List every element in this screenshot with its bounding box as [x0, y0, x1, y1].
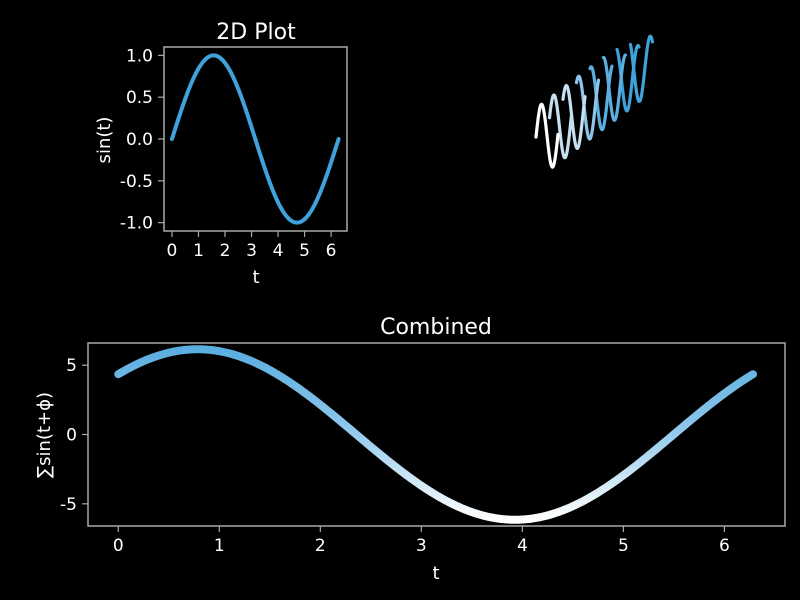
plot-3d-series-line [574, 74, 601, 141]
plot-3d-panel [534, 34, 655, 169]
combined-ylabel: ∑sin(t+ϕ) [34, 392, 55, 478]
plot-2d-series-line [169, 53, 341, 225]
plot-2d-frame [163, 46, 348, 232]
plot-3d-series-line [561, 83, 587, 151]
combined-xtick-label: 0 [113, 536, 124, 556]
plot-2d-xtick-label: 4 [273, 241, 284, 261]
plot-2d-ytick-label: 0.5 [126, 88, 153, 108]
combined-xtick-label: 2 [315, 536, 326, 556]
plot-3d-series-line [588, 64, 614, 132]
combined-xtick-label: 4 [517, 536, 528, 556]
plot-2d-xtick-label: 6 [326, 241, 337, 261]
plot-2d-panel: 2D Plot t sin(t) 0 1 2 3 4 5 6 1.0 0.5 0.0 -0.5 -1.… [94, 20, 348, 288]
plot-3d-series-line [534, 102, 560, 169]
plot-2d-ytick-label: -1.0 [120, 214, 153, 234]
combined-ytick-label: 5 [66, 356, 77, 376]
plot-2d-xtick-label: 1 [193, 241, 204, 261]
combined-ytick-label: 0 [66, 426, 77, 446]
plot-2d-ylabel: sin(t) [94, 117, 115, 164]
plot-2d-ytick-label: 1.0 [126, 46, 153, 66]
plot-3d-series-line [547, 93, 574, 160]
combined-xlabel: t [432, 563, 439, 584]
combined-series-line [114, 345, 757, 524]
plot-2d-title: 2D Plot [216, 20, 296, 45]
plot-2d-xtick-label: 0 [167, 241, 178, 261]
combined-xtick-label: 6 [719, 536, 730, 556]
plot-2d-xlabel: t [252, 267, 259, 288]
plot-2d-xtick-label: 5 [299, 241, 310, 261]
combined-xtick-label: 3 [416, 536, 427, 556]
combined-frame [87, 342, 786, 527]
plot-2d-xtick-label: 2 [220, 241, 231, 261]
plot-2d-ytick-label: 0.0 [126, 130, 153, 150]
combined-title: Combined [380, 315, 492, 340]
plot-3d-series-line [601, 53, 628, 122]
plot-2d-xtick-label: 3 [246, 241, 257, 261]
combined-ytick-label: -5 [60, 495, 77, 515]
combined-xtick-label: 5 [618, 536, 629, 556]
combined-panel: Combined t ∑sin(t+ϕ) 0 1 2 3 4 5 6 5 0 -5 [34, 315, 786, 584]
plot-2d-ytick-label: -0.5 [120, 172, 153, 192]
combined-xtick-label: 1 [214, 536, 225, 556]
